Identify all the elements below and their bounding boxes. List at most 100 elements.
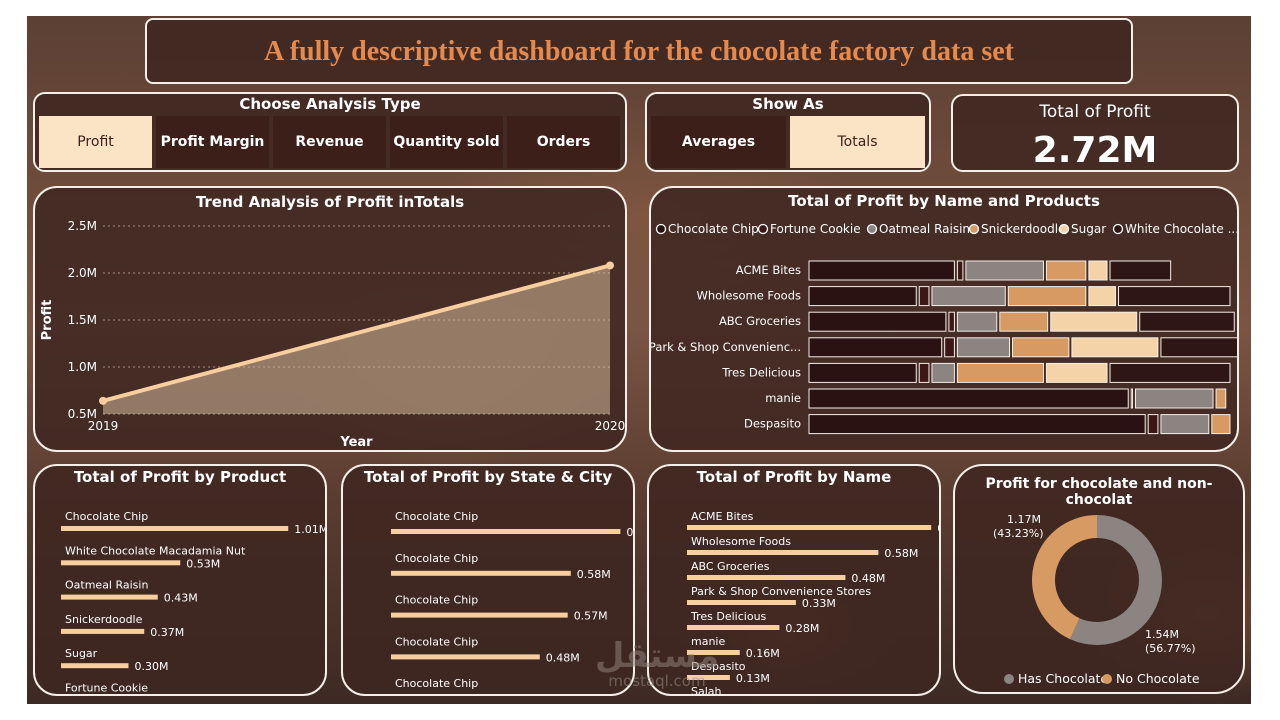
analysis-profit-margin-button[interactable]: Profit Margin — [156, 116, 269, 168]
stacked-bar-segment — [1139, 311, 1235, 332]
legend-marker — [1102, 674, 1112, 684]
bar-category-label: manie — [691, 635, 725, 648]
donut-percent-label: (43.23%) — [993, 527, 1044, 540]
show-as-averages-button[interactable]: Averages — [651, 116, 786, 168]
legend-label: Has Chocolate — [1018, 671, 1108, 686]
trend-panel: Trend Analysis of Profit inTotals 0.5M 1.… — [33, 186, 627, 452]
stacked-bar-segment — [956, 260, 964, 281]
stacked-title: Total of Profit by Name and Products — [788, 192, 1100, 210]
bar — [687, 650, 740, 655]
analysis-type-title: Choose Analysis Type — [239, 95, 421, 113]
donut-chart: 1.54M(56.77%) 1.17M(43.23%) Has Chocolate N… — [993, 513, 1200, 686]
stacked-bar-segment — [808, 260, 955, 281]
bar-value-label: 0.48M — [851, 572, 885, 585]
bar — [61, 663, 129, 669]
donut-value-label: 1.54M — [1145, 628, 1179, 641]
bar — [687, 575, 846, 580]
by-state-title: Total of Profit by State & City — [363, 468, 613, 486]
analysis-profit-button[interactable]: Profit — [39, 116, 152, 168]
by-product-title: Total of Profit by Product — [73, 468, 287, 486]
bar-value-label: 0.48M — [546, 651, 580, 664]
y-tick-label: 1.0M — [68, 360, 97, 374]
analysis-orders-button[interactable]: Orders — [507, 116, 620, 168]
bar — [391, 654, 540, 660]
category-label: Park & Shop Convenienc... — [651, 340, 801, 354]
bar-value-label: 0.74M — [626, 526, 633, 539]
stacked-bar-segment — [1160, 414, 1210, 435]
bar-category-label: Fortune Cookie — [65, 682, 148, 695]
legend-marker — [1004, 674, 1014, 684]
bar-value-label: 0.74M — [937, 522, 939, 535]
stacked-bar-segment — [1050, 311, 1138, 332]
trend-point — [99, 396, 107, 405]
bar-category-label: Park & Shop Convenience Stores — [691, 585, 871, 598]
y-axis-label: Profit — [40, 300, 55, 341]
watermark: مستقل mostaql.com — [557, 636, 757, 704]
show-as-panel: Show As Averages Totals — [645, 92, 931, 172]
bar — [61, 628, 145, 634]
kpi-panel: Total of Profit 2.72M — [951, 94, 1239, 172]
donut-slice-has-chocolate — [1069, 515, 1162, 645]
bar — [687, 525, 932, 530]
bar-category-label: ABC Groceries — [691, 560, 770, 573]
donut-slice-no-chocolate — [1032, 515, 1097, 640]
show-as-totals-button[interactable]: Totals — [790, 116, 925, 168]
stacked-bar-segment — [1045, 362, 1108, 383]
analysis-revenue-button[interactable]: Revenue — [273, 116, 386, 168]
bar-value-label: 0.16M — [746, 647, 780, 660]
stacked-bar-segment — [965, 260, 1044, 281]
category-label: Despasito — [744, 417, 801, 431]
analysis-type-panel: Choose Analysis Type Profit Profit Margin… — [33, 92, 627, 172]
dashboard-title: A fully descriptive dashboard for the ch… — [264, 36, 1014, 67]
bar-category-label: Chocolate Chip — [395, 635, 478, 648]
y-tick-label: 2.5M — [68, 219, 97, 233]
stacked-bar-segment — [808, 414, 1146, 435]
trend-title: Trend Analysis of Profit inTotals — [195, 193, 465, 211]
bar — [687, 600, 796, 605]
trend-point — [606, 261, 614, 270]
stacked-bar-segment — [1007, 286, 1087, 307]
stacked-bar-segment — [1130, 388, 1133, 409]
stacked-chart: Chocolate Chip Fortune Cookie Oatmeal Rais… — [651, 222, 1237, 435]
stacked-bar-segment — [1088, 260, 1108, 281]
legend-marker — [1058, 223, 1070, 235]
y-tick-label: 0.5M — [68, 407, 97, 421]
stacked-bar-segment — [1134, 388, 1214, 409]
by-name-title: Total of Profit by Name — [696, 468, 892, 486]
by-state-panel: Total of Profit by State & City Chocolat… — [341, 464, 635, 696]
bar-category-label: Chocolate Chip — [395, 510, 478, 523]
category-label: manie — [765, 391, 801, 405]
donut-value-label: 1.17M — [1007, 513, 1041, 526]
bar-value-label: 0.43M — [164, 592, 198, 605]
stacked-bar-segment — [1045, 260, 1087, 281]
by-product-chart: Chocolate Chip 1.01M White Chocolate Macad… — [61, 510, 325, 695]
stacked-bar-segment — [1118, 286, 1231, 307]
watermark-site: mostaql.com — [608, 672, 706, 690]
legend-marker — [968, 223, 980, 235]
x-tick-label: 2019 — [88, 419, 119, 433]
stacked-bar-segment — [1088, 286, 1117, 307]
analysis-quantity-sold-button[interactable]: Quantity sold — [390, 116, 503, 168]
x-axis-label: Year — [339, 435, 373, 450]
category-label: Wholesome Foods — [697, 289, 802, 303]
donut-panel: Profit for chocolate and non-chocolat 1.… — [953, 464, 1245, 694]
show-as-title: Show As — [752, 95, 824, 113]
stacked-bar-segment — [1109, 260, 1172, 281]
bar-value-label: 0.58M — [884, 547, 918, 560]
stacked-bar-segment — [808, 337, 943, 358]
stacked-bar-segment — [918, 362, 930, 383]
stacked-bar-segment — [956, 311, 998, 332]
stacked-panel: Total of Profit by Name and Products Cho… — [649, 186, 1239, 452]
bar-value-label: 1.01M — [294, 523, 325, 536]
bar — [61, 560, 181, 566]
y-tick-label: 2.0M — [68, 266, 97, 280]
bar-category-label: Tres Delicious — [690, 610, 767, 623]
legend-label: Sugar — [1071, 222, 1106, 236]
stacked-bar-segment — [999, 311, 1049, 332]
legend-label: No Chocolate — [1116, 671, 1200, 686]
stacked-bar-segment — [1147, 414, 1159, 435]
bar-value-label: 0.28M — [785, 622, 819, 635]
stacked-bar-segment — [1109, 362, 1231, 383]
by-product-panel: Total of Profit by Product Chocolate Chi… — [33, 464, 327, 696]
stacked-bar-segment — [931, 286, 1006, 307]
